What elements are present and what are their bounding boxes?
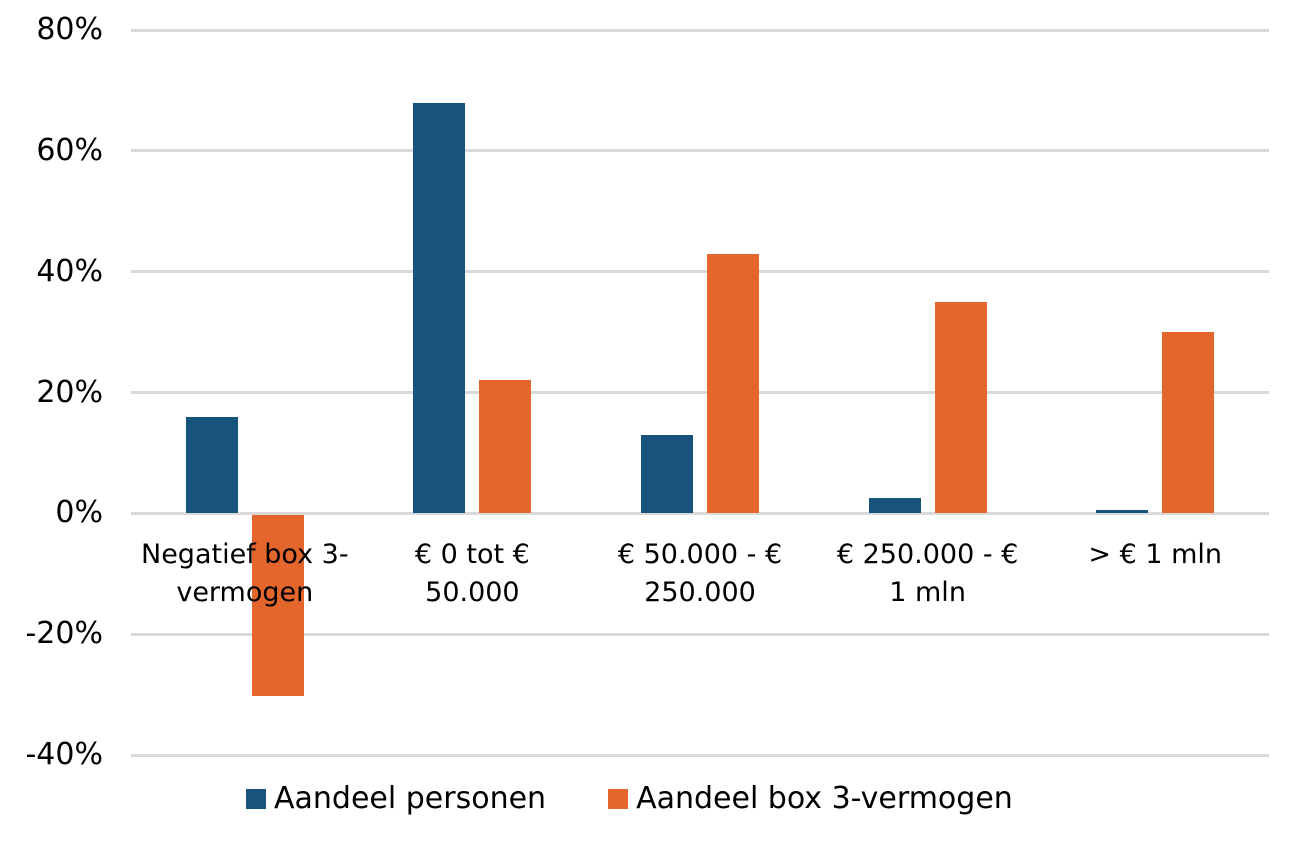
gridline-40 bbox=[131, 270, 1269, 274]
gridline-60 bbox=[131, 149, 1269, 153]
bar-series0-cat0 bbox=[185, 416, 238, 514]
x-axis-category-label-3: € 250.000 - € 1 mln bbox=[836, 539, 1019, 608]
x-axis-category-label-4: > € 1 mln bbox=[1088, 539, 1223, 570]
bar-series1-cat2 bbox=[707, 253, 759, 514]
x-axis-category-label-1: € 0 tot € 50.000 bbox=[414, 539, 530, 608]
x-axis-category-label-2: € 50.000 - € 250.000 bbox=[617, 539, 783, 608]
y-axis-tick-label: 0% bbox=[55, 495, 103, 531]
bar-series1-cat4 bbox=[1162, 332, 1215, 514]
y-axis-tick-label: 80% bbox=[36, 12, 103, 47]
legend-label-aandeel-personen: Aandeel personen bbox=[274, 781, 547, 816]
y-axis-tick-label: 40% bbox=[36, 253, 103, 289]
legend-item-aandeel-personen: Aandeel personen bbox=[246, 780, 546, 818]
legend-swatch-aandeel-personen bbox=[246, 789, 266, 809]
bar-series0-cat4 bbox=[1096, 510, 1149, 514]
y-axis-tick-label: -20% bbox=[25, 616, 103, 652]
x-axis-category-label-0: Negatief box 3- vermogen bbox=[141, 539, 349, 608]
bar-series0-cat3 bbox=[868, 497, 921, 514]
bar-series0-cat1 bbox=[413, 102, 466, 514]
bar-series1-cat1 bbox=[479, 380, 532, 514]
bar-series1-cat0 bbox=[251, 514, 304, 697]
gridline-80 bbox=[131, 28, 1269, 32]
y-axis-tick-label: 60% bbox=[36, 132, 103, 168]
y-axis-tick-label: 20% bbox=[36, 374, 103, 410]
y-axis-tick-label: -40% bbox=[25, 737, 103, 772]
legend-item-aandeel-box3-vermogen: Aandeel box 3-vermogen bbox=[608, 780, 1013, 818]
gridline--40 bbox=[131, 753, 1269, 757]
gridline-0 bbox=[131, 511, 1269, 515]
bar-series1-cat3 bbox=[934, 301, 987, 514]
gridline-20 bbox=[131, 391, 1269, 394]
legend-label-aandeel-box3-vermogen: Aandeel box 3-vermogen bbox=[636, 781, 1013, 816]
gridline--20 bbox=[131, 632, 1269, 636]
legend-swatch-aandeel-box3-vermogen bbox=[608, 789, 629, 809]
chart-legend: Aandeel personen Aandeel box 3-vermogen bbox=[246, 780, 1013, 818]
bar-series0-cat2 bbox=[641, 434, 693, 514]
